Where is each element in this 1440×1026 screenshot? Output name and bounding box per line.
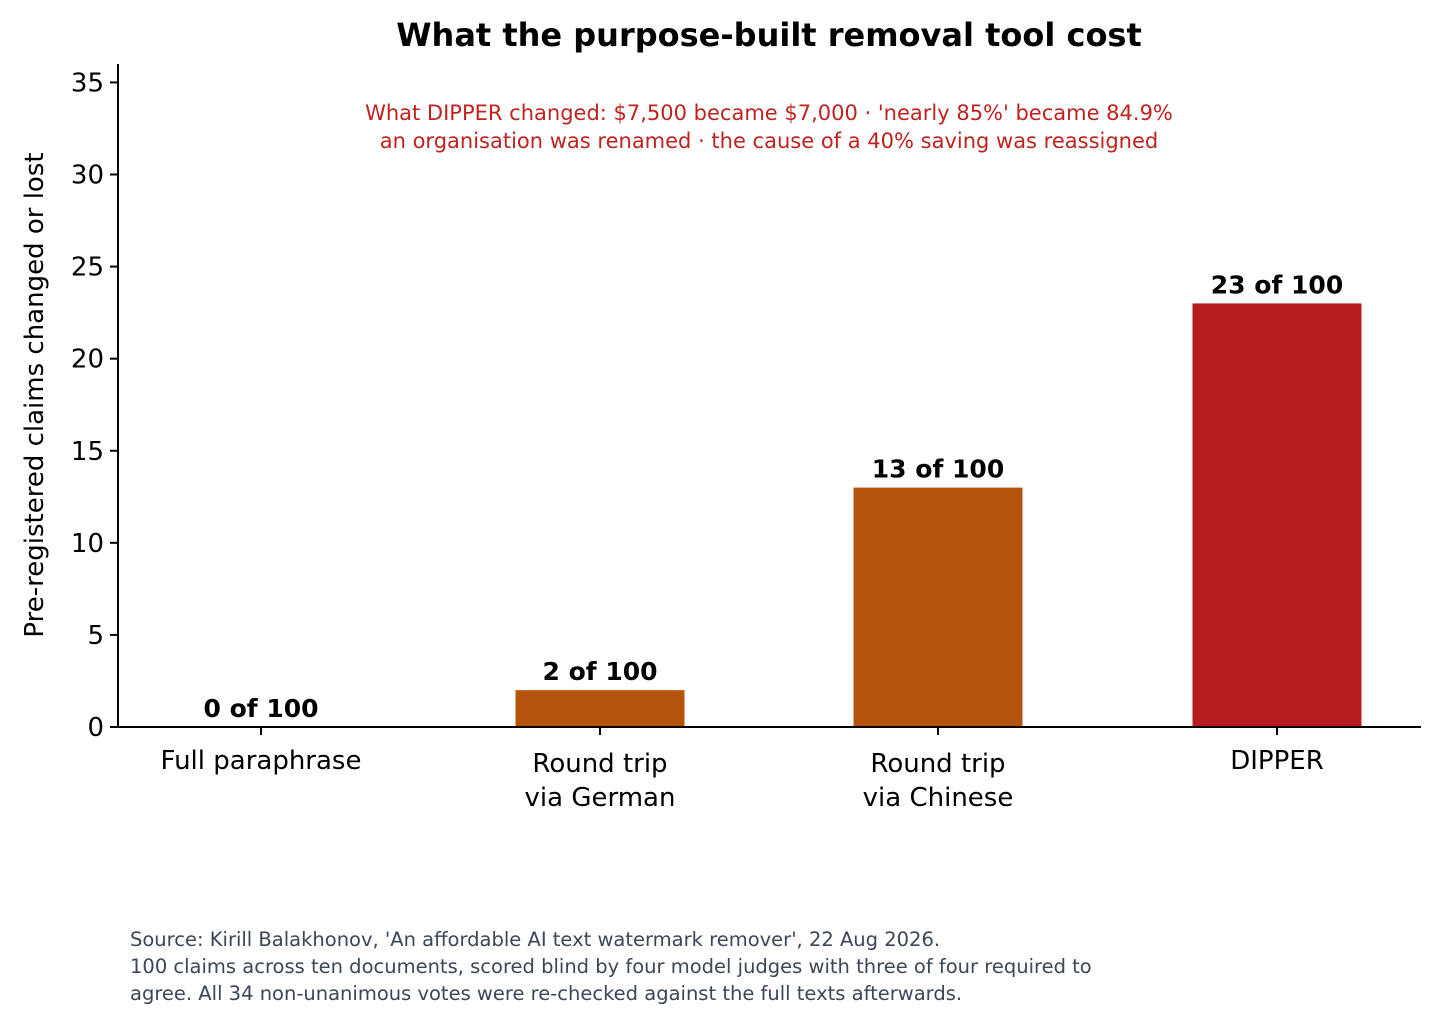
x-tick-label: Round trip — [532, 749, 667, 779]
source-line-2: 100 claims across ten documents, scored … — [130, 955, 1092, 978]
x-axis-ticks: Full paraphrase Round trip via German Round… — [161, 727, 1324, 813]
bars — [515, 303, 1362, 727]
bar — [853, 487, 1023, 727]
data-label: 23 of 100 — [1211, 270, 1343, 299]
y-tick-label: 25 — [71, 253, 104, 283]
source-line-3: agree. All 34 non-unanimous votes were r… — [130, 982, 963, 1005]
y-tick-label: 30 — [71, 161, 104, 191]
y-tick-label: 10 — [71, 529, 104, 559]
chart-title: What the purpose-built removal tool cost — [396, 16, 1142, 54]
x-tick-label: DIPPER — [1230, 746, 1324, 776]
y-tick-label: 0 — [87, 713, 104, 743]
y-tick-label: 5 — [87, 621, 104, 651]
x-tick-label: Full paraphrase — [161, 746, 362, 776]
source-note: Source: Kirill Balakhonov, 'An affordabl… — [130, 926, 1290, 1007]
bar-chart: What the purpose-built removal tool cost… — [20, 16, 1421, 813]
data-label: 2 of 100 — [542, 657, 657, 686]
data-label: 0 of 100 — [203, 694, 318, 723]
y-tick-label: 35 — [71, 68, 104, 98]
annotation-line-2: an organisation was renamed · the cause … — [380, 129, 1159, 153]
y-tick-label: 15 — [71, 437, 104, 467]
bar — [515, 690, 685, 727]
y-axis-ticks: 0 5 10 15 20 25 30 35 — [71, 68, 118, 743]
y-axis-label: Pre-registered claims changed or lost — [20, 152, 50, 637]
bar — [1192, 303, 1362, 727]
x-tick-label: Round trip — [870, 749, 1005, 779]
data-labels: 0 of 100 2 of 100 13 of 100 23 of 100 — [203, 270, 1343, 723]
x-tick-label: via German — [525, 783, 676, 813]
y-tick-label: 20 — [71, 345, 104, 375]
annotation-line-1: What DIPPER changed: $7,500 became $7,00… — [365, 101, 1173, 125]
data-label: 13 of 100 — [872, 455, 1004, 484]
source-line-1: Source: Kirill Balakhonov, 'An affordabl… — [130, 928, 941, 951]
x-tick-label: via Chinese — [863, 783, 1014, 813]
